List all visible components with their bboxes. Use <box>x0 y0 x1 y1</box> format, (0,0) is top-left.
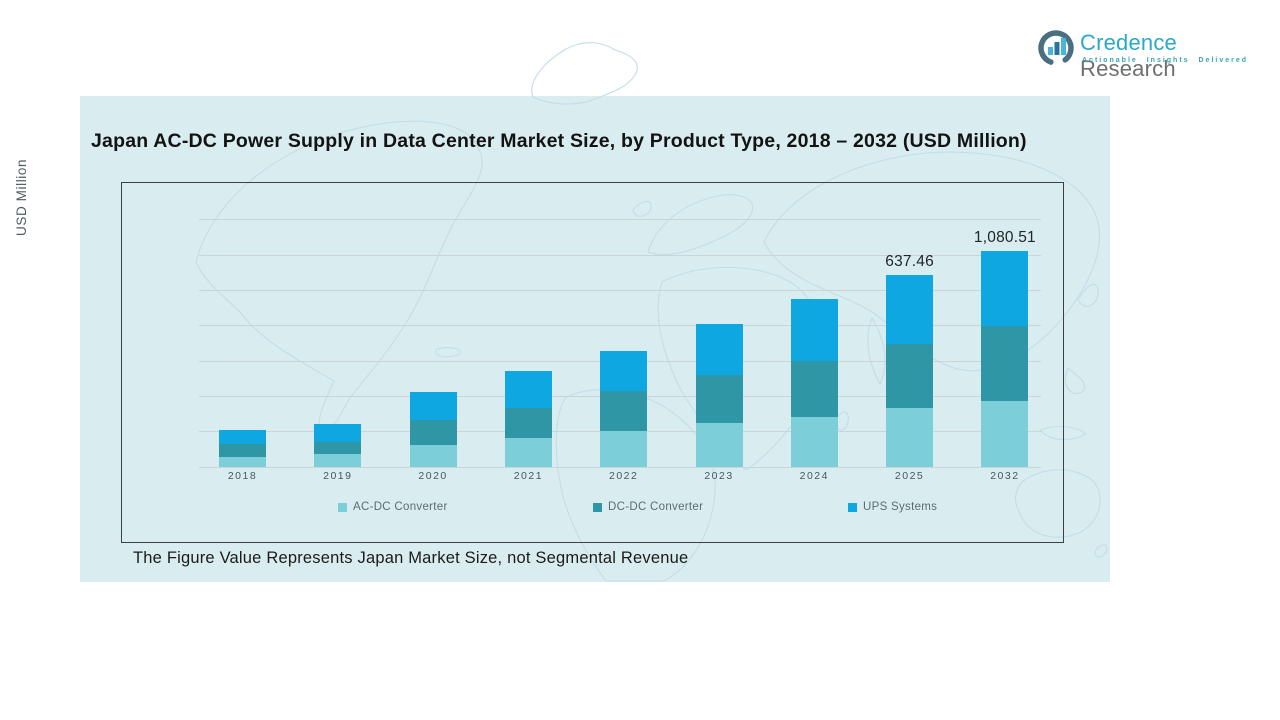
legend-label: UPS Systems <box>863 501 938 513</box>
segment-ac-dc-converter-2019 <box>314 453 362 467</box>
segment-ac-dc-converter-2025 <box>886 407 934 467</box>
legend-swatch <box>593 502 602 512</box>
legend-item-ups-systems: UPS Systems <box>848 501 937 513</box>
bar-2018 <box>219 429 266 467</box>
segment-dc-dc-converter-2018 <box>219 443 266 457</box>
bar-2021 <box>504 370 552 467</box>
bar-2032 <box>981 250 1029 467</box>
x-tick-label: 2021 <box>513 470 544 482</box>
logo-chart-icon <box>1038 30 1074 66</box>
segment-ac-dc-converter-2022 <box>600 430 648 467</box>
segment-ups-systems-2018 <box>219 429 266 444</box>
segment-dc-dc-converter-2021 <box>504 407 552 438</box>
segment-ups-systems-2021 <box>504 370 552 408</box>
segment-ups-systems-2024 <box>790 298 838 361</box>
logo-brand-primary: Credence <box>1080 30 1177 55</box>
x-tick-label: 2018 <box>227 470 258 482</box>
gridline <box>199 290 1041 292</box>
legend-item-ac-dc-converter: AC-DC Converter <box>338 501 448 513</box>
bar-total-label-2025: 637.46 <box>885 252 934 270</box>
segment-dc-dc-converter-2019 <box>314 441 362 454</box>
segment-dc-dc-converter-2032 <box>981 325 1029 401</box>
segment-ac-dc-converter-2021 <box>504 437 552 467</box>
segment-dc-dc-converter-2025 <box>886 343 934 408</box>
bar-2022 <box>600 350 648 467</box>
legend-label: AC-DC Converter <box>353 501 448 513</box>
x-tick-label: 2032 <box>990 470 1020 482</box>
logo-brand-secondary: Research <box>1080 56 1176 81</box>
chart-title: Japan AC-DC Power Supply in Data Center … <box>91 130 1027 152</box>
x-tick-label: 2023 <box>704 470 734 482</box>
x-tick-label: 2024 <box>799 470 829 482</box>
x-tick-label: 2022 <box>609 470 639 482</box>
segment-dc-dc-converter-2020 <box>409 419 457 445</box>
segment-ups-systems-2025 <box>886 274 934 344</box>
logo-tagline: Actionable Insights Delivered <box>1082 57 1249 64</box>
bar-total-label-2032: 1,080.51 <box>973 228 1036 246</box>
segment-ac-dc-converter-2018 <box>219 456 266 467</box>
segment-ups-systems-2019 <box>314 423 362 442</box>
legend-label: DC-DC Converter <box>608 501 704 513</box>
segment-dc-dc-converter-2022 <box>600 390 648 431</box>
segment-ac-dc-converter-2023 <box>695 422 743 467</box>
gridline <box>199 254 1041 256</box>
segment-dc-dc-converter-2023 <box>695 374 743 423</box>
bar-2020 <box>409 391 457 467</box>
legend-swatch <box>848 502 857 512</box>
segment-ac-dc-converter-2032 <box>981 400 1029 467</box>
plot-area: 2018 2019 2020 2021 2022 2023 2024 2025 637.46 20… <box>121 182 1064 543</box>
x-tick-label: 2025 <box>894 470 925 482</box>
bar-2023 <box>695 323 743 467</box>
gridline <box>199 325 1041 327</box>
y-axis-label: USD Million <box>14 158 29 236</box>
logo-wordmark: Credence Research <box>1080 30 1256 82</box>
footnote: The Figure Value Represents Japan Market… <box>133 549 689 567</box>
segment-ups-systems-2020 <box>409 391 457 420</box>
segment-ac-dc-converter-2020 <box>409 444 457 467</box>
segment-ups-systems-2023 <box>695 323 743 375</box>
segment-ac-dc-converter-2024 <box>790 416 838 467</box>
x-tick-label: 2019 <box>323 470 353 482</box>
x-tick-label: 2020 <box>418 470 448 482</box>
segment-ups-systems-2022 <box>600 350 648 391</box>
bar-2019 <box>314 423 362 467</box>
segment-ups-systems-2032 <box>981 250 1029 326</box>
gridline <box>199 219 1041 221</box>
legend-swatch <box>338 502 347 512</box>
bar-2024 <box>790 298 838 467</box>
segment-dc-dc-converter-2024 <box>790 360 838 417</box>
legend-item-dc-dc-converter: DC-DC Converter <box>593 501 703 513</box>
x-axis-line <box>199 466 1041 468</box>
logo: Credence Research Actionable Insights De… <box>1036 26 1256 81</box>
bar-2025 <box>886 274 934 467</box>
